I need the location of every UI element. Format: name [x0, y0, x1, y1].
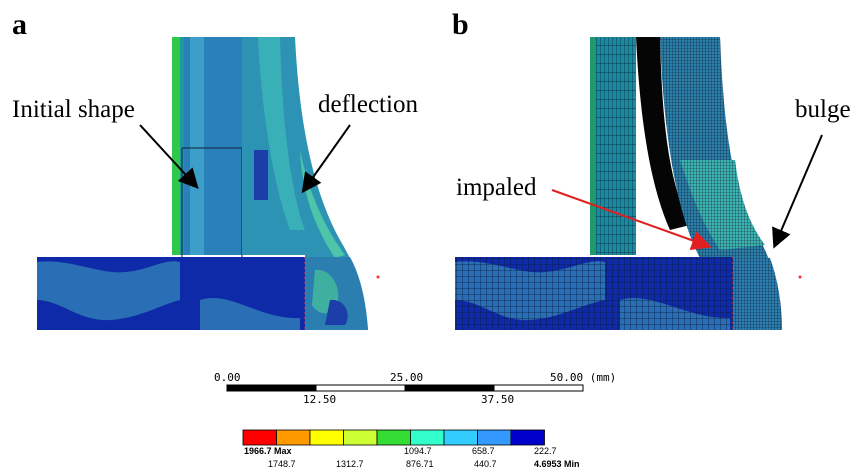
legend-swatch — [477, 429, 512, 446]
legend-value-440: 440.7 — [474, 459, 497, 469]
scale-tick-12-5: 12.50 — [303, 393, 337, 406]
impaled-arrow — [551, 189, 712, 251]
deflection-label: deflection — [318, 91, 418, 118]
legend-swatch — [410, 429, 445, 446]
initial-shape-label: Initial shape — [12, 96, 135, 123]
legend-swatch — [242, 429, 277, 446]
scale-bar — [226, 384, 584, 392]
legend-value-1748: 1748.7 — [268, 459, 296, 469]
panel-b-letter: b — [452, 8, 469, 41]
deflection-arrow — [301, 124, 351, 194]
legend-swatch — [276, 429, 311, 446]
legend-swatch — [443, 429, 478, 446]
bulge-label: bulge — [795, 96, 851, 123]
legend-min-label: 4.6953 Min — [534, 459, 580, 469]
legend-value-1312: 1312.7 — [336, 459, 364, 469]
panel-a-model — [37, 37, 380, 330]
impaled-label: impaled — [456, 174, 537, 201]
legend-swatch — [376, 429, 411, 446]
scale-tick-25: 25.00 — [390, 371, 424, 384]
legend-value-1094: 1094.7 — [404, 446, 432, 456]
legend-color-bar — [242, 429, 545, 446]
legend-swatch — [343, 429, 378, 446]
scale-tick-0: 0.00 — [214, 371, 241, 384]
panel-b-model — [455, 37, 802, 330]
panel-a-letter: a — [12, 8, 27, 41]
legend-value-222: 222.7 — [534, 446, 557, 456]
legend-value-658: 658.7 — [472, 446, 495, 456]
legend-swatch — [510, 429, 545, 446]
scale-tick-50: 50.00 (mm) — [550, 371, 617, 384]
scale-tick-37-5: 37.50 — [481, 393, 515, 406]
legend-max-label: 1966.7 Max — [244, 446, 292, 456]
bulge-arrow — [772, 134, 823, 249]
legend-value-876: 876.71 — [406, 459, 434, 469]
initial-shape-arrow — [139, 124, 199, 189]
legend-swatch — [309, 429, 344, 446]
